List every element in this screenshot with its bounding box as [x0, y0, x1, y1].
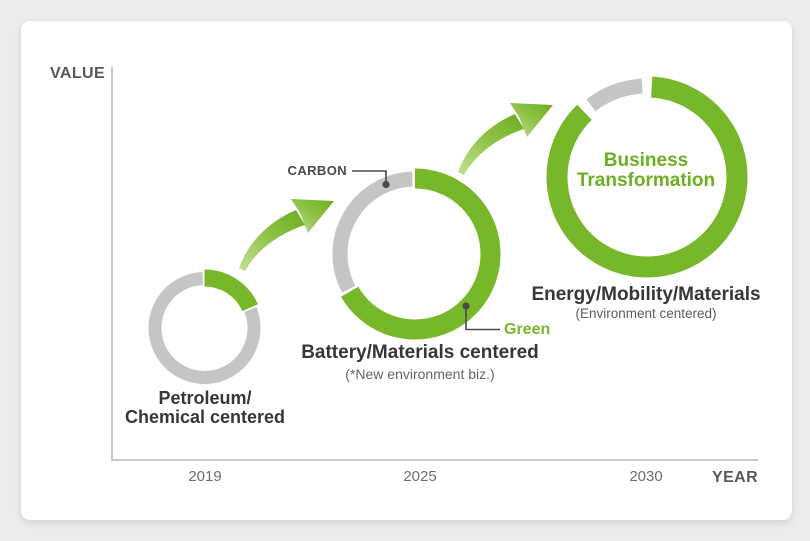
business-transformation-label: Business Transformation — [546, 151, 746, 191]
milestone-2019-label-line2: Chemical centered — [124, 407, 286, 427]
x-axis-line — [111, 459, 758, 461]
chart-card — [21, 21, 792, 520]
tick-2019: 2019 — [188, 468, 222, 485]
tick-2025: 2025 — [403, 468, 437, 485]
business-transformation-line1: Business — [603, 150, 689, 171]
y-axis-line — [111, 67, 113, 461]
x-axis-label: YEAR — [712, 469, 759, 486]
milestone-2025-sublabel: (*New environment biz.) — [345, 366, 495, 382]
milestone-2030-label: Energy/Mobility/Materials — [531, 284, 761, 305]
milestone-2019-label: Petroleum/ Chemical centered — [85, 389, 325, 427]
carbon-callout-label: CARBON — [287, 163, 347, 178]
milestone-2019-label-line1: Petroleum/ — [158, 388, 252, 408]
business-transformation-line2: Transformation — [576, 170, 716, 191]
tick-2030: 2030 — [629, 468, 663, 485]
green-callout-label: Green — [504, 321, 551, 338]
y-axis-label: VALUE — [50, 65, 106, 82]
milestone-2025-label: Battery/Materials centered — [301, 342, 539, 363]
milestone-2030-sublabel: (Environment centered) — [575, 306, 717, 321]
